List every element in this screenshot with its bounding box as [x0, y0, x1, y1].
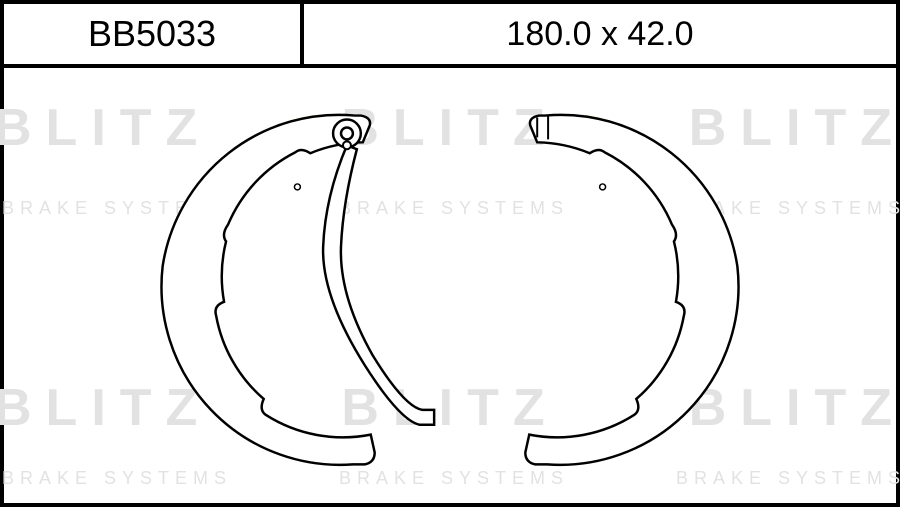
diagram-area: BLITZ BLITZ BLITZ BRAKE SYSTEMS BRAKE SY… [4, 68, 896, 503]
rivet [294, 184, 300, 190]
right-shoe-outline [525, 115, 738, 465]
right-brake-shoe [525, 115, 738, 465]
lever-arm [323, 145, 434, 424]
left-brake-shoe [161, 115, 434, 465]
outer-frame: BB5033 180.0 x 42.0 BLITZ BLITZ BLITZ BR… [0, 0, 900, 507]
header-row: BB5033 180.0 x 42.0 [4, 4, 896, 68]
rivet [600, 184, 606, 190]
dimensions: 180.0 x 42.0 [304, 4, 896, 64]
lever-pin [343, 141, 351, 149]
brake-shoe-diagram [4, 68, 896, 503]
part-number: BB5033 [4, 4, 304, 64]
pivot-hole [341, 127, 353, 139]
